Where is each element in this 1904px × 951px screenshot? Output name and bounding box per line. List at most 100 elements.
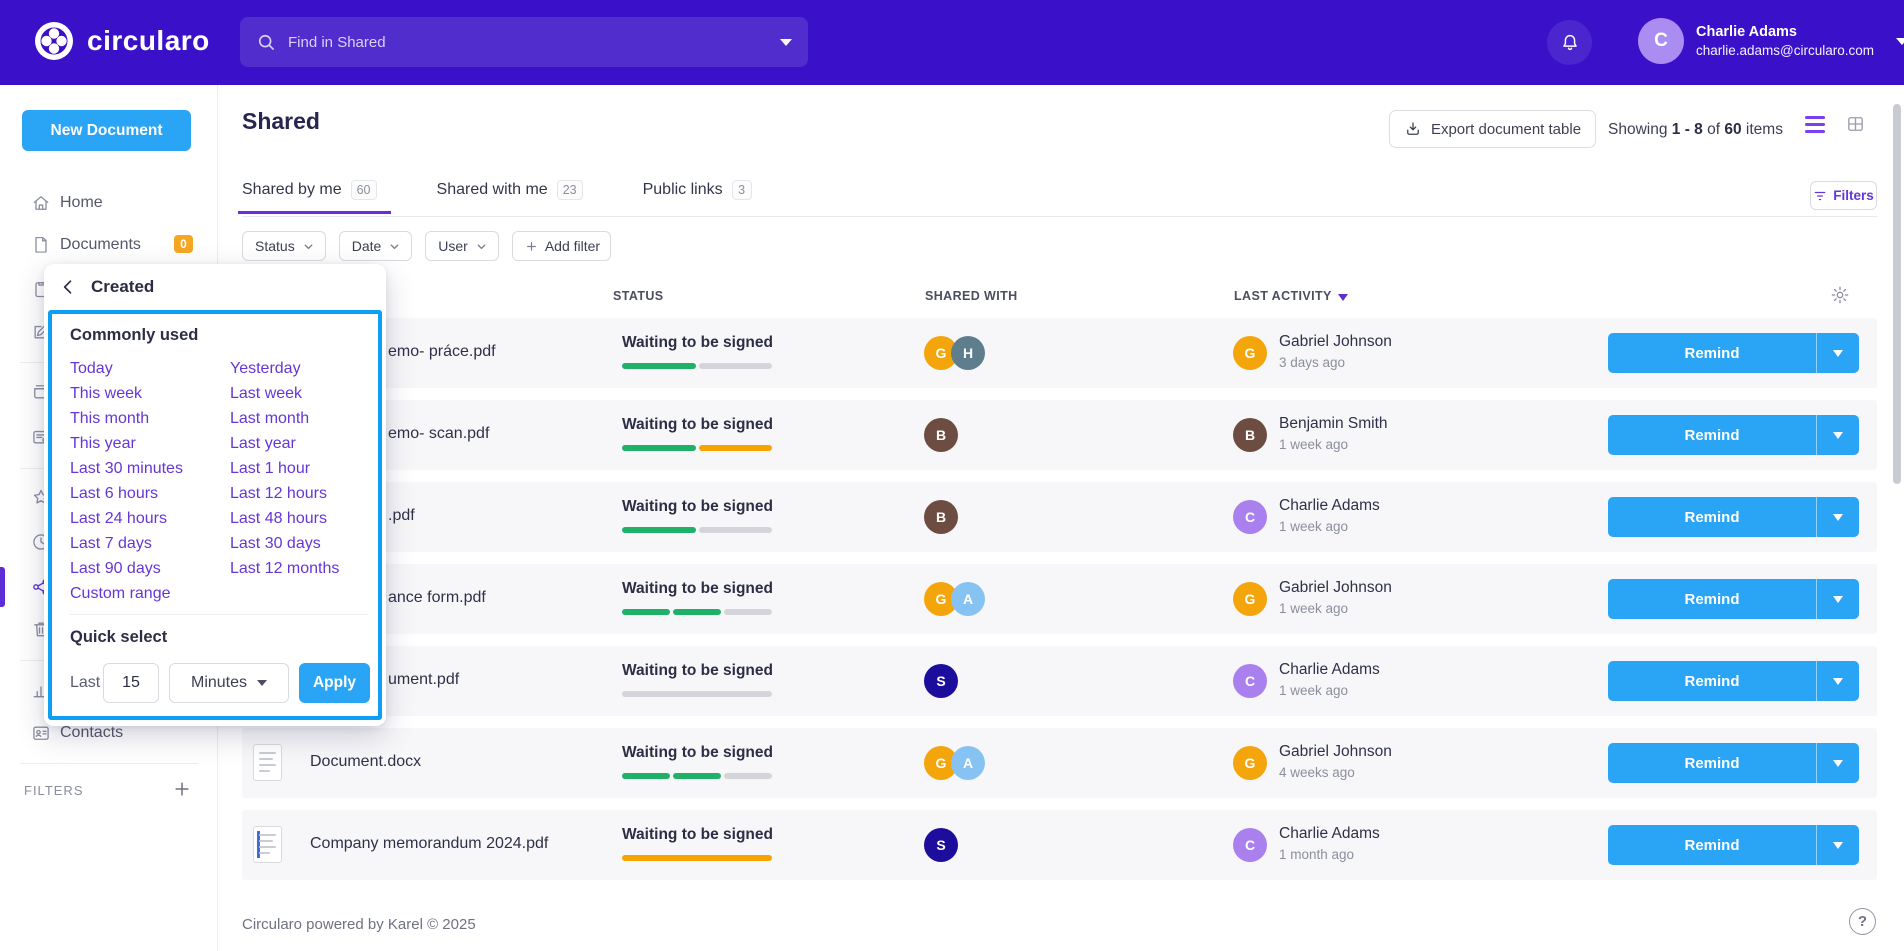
sidebar-filters-section: FILTERS: [0, 779, 218, 803]
date-preset-custom-range[interactable]: Custom range: [70, 585, 171, 602]
filter-chip-date[interactable]: Date: [338, 231, 413, 261]
date-preset-last-12-months[interactable]: Last 12 months: [230, 560, 340, 577]
remind-split-button[interactable]: Remind: [1608, 743, 1859, 783]
help-button[interactable]: ?: [1849, 908, 1876, 935]
shared-with-avatar[interactable]: B: [924, 418, 958, 452]
shared-with-avatar[interactable]: H: [951, 336, 985, 370]
remind-split-button[interactable]: Remind: [1608, 825, 1859, 865]
document-name[interactable]: ance form.pdf: [388, 589, 486, 606]
filter-chip-status[interactable]: Status: [242, 231, 326, 261]
filters-button[interactable]: Filters: [1810, 181, 1877, 210]
date-preset-last-month[interactable]: Last month: [230, 410, 310, 427]
sidebar-item-documents[interactable]: Documents 0: [0, 225, 218, 265]
date-preset-last-90-days[interactable]: Last 90 days: [70, 560, 161, 577]
back-chevron-icon[interactable]: [58, 277, 78, 297]
remind-dropdown-caret[interactable]: [1817, 825, 1859, 865]
document-name[interactable]: Company memorandum 2024.pdf: [310, 835, 549, 852]
date-preset-yesterday[interactable]: Yesterday: [230, 360, 301, 377]
table-row[interactable]: .pdf Waiting to be signed B C Charlie Adams 1…: [242, 482, 1877, 552]
add-filter-plus-icon[interactable]: [172, 779, 192, 799]
user-menu[interactable]: C Charlie Adams charlie.adams@circularo.…: [1638, 18, 1904, 64]
date-preset-last-30-days[interactable]: Last 30 days: [230, 535, 321, 552]
remind-split-button[interactable]: Remind: [1608, 497, 1859, 537]
remind-split-button[interactable]: Remind: [1608, 661, 1859, 701]
date-preset-last-1-hour[interactable]: Last 1 hour: [230, 460, 311, 477]
remind-split-button[interactable]: Remind: [1608, 333, 1859, 373]
document-name[interactable]: emo- scan.pdf: [388, 425, 490, 442]
date-preset-today[interactable]: Today: [70, 360, 113, 377]
export-document-table-button[interactable]: Export document table: [1389, 110, 1596, 148]
table-row[interactable]: Company memorandum 2024.pdf Waiting to be…: [242, 810, 1877, 880]
date-preset-last-30-minutes[interactable]: Last 30 minutes: [70, 460, 183, 477]
remind-button[interactable]: Remind: [1608, 743, 1817, 783]
shared-with-avatar[interactable]: B: [924, 500, 958, 534]
date-preset-last-48-hours[interactable]: Last 48 hours: [230, 510, 327, 527]
remind-button[interactable]: Remind: [1608, 497, 1817, 537]
document-name[interactable]: ument.pdf: [388, 671, 460, 688]
filter-chip-user[interactable]: User: [425, 231, 499, 261]
table-row[interactable]: emo- práce.pdf Waiting to be signed G H G Gab…: [242, 318, 1877, 388]
popup-divider: [70, 614, 368, 615]
shared-with-avatar[interactable]: A: [951, 746, 985, 780]
date-preset-last-6-hours[interactable]: Last 6 hours: [70, 485, 159, 502]
grid-view-toggle[interactable]: [1845, 114, 1866, 134]
remind-dropdown-caret[interactable]: [1817, 661, 1859, 701]
table-row[interactable]: emo- scan.pdf Waiting to be signed B B Benja…: [242, 400, 1877, 470]
date-preset-last-24-hours[interactable]: Last 24 hours: [70, 510, 167, 527]
remind-dropdown-caret[interactable]: [1817, 333, 1859, 373]
remind-split-button[interactable]: Remind: [1608, 579, 1859, 619]
search-bar[interactable]: [240, 17, 808, 67]
column-header-shared-with[interactable]: SHARED WITH: [925, 289, 1018, 303]
add-filter-chip[interactable]: Add filter: [511, 231, 612, 261]
table-row[interactable]: ance form.pdf Waiting to be signed G A G Gabr…: [242, 564, 1877, 634]
tab-shared-with-me[interactable]: Shared with me 23: [437, 180, 583, 214]
new-document-button[interactable]: New Document: [22, 110, 191, 151]
date-preset-last-week[interactable]: Last week: [230, 385, 303, 402]
brand-logo[interactable]: circularo: [33, 20, 210, 62]
remind-button[interactable]: Remind: [1608, 825, 1817, 865]
popup-header: Created: [44, 264, 386, 310]
caret-down-icon: [1833, 759, 1843, 767]
document-name[interactable]: .pdf: [388, 507, 415, 524]
table-settings-gear-icon[interactable]: [1830, 285, 1850, 305]
column-header-status[interactable]: STATUS: [613, 289, 664, 303]
tab-public-links[interactable]: Public links 3: [643, 180, 752, 214]
remind-dropdown-caret[interactable]: [1817, 497, 1859, 537]
table-row[interactable]: Document.docx Waiting to be signed G A G Gabr…: [242, 728, 1877, 798]
tab-label: Shared with me: [436, 181, 548, 198]
sidebar-item-home[interactable]: Home: [0, 183, 218, 223]
list-view-toggle[interactable]: [1805, 116, 1825, 133]
tab-shared-by-me[interactable]: Shared by me 60: [238, 180, 390, 214]
search-options-caret-icon[interactable]: [780, 38, 792, 46]
remind-dropdown-caret[interactable]: [1817, 743, 1859, 783]
remind-button[interactable]: Remind: [1608, 579, 1817, 619]
shared-with-avatar[interactable]: A: [951, 582, 985, 616]
caret-down-icon: [1833, 841, 1843, 849]
remind-button[interactable]: Remind: [1608, 415, 1817, 455]
remind-dropdown-caret[interactable]: [1817, 415, 1859, 455]
notifications-button[interactable]: [1547, 20, 1592, 65]
shared-with-avatar[interactable]: S: [924, 828, 958, 862]
remind-button[interactable]: Remind: [1608, 661, 1817, 701]
scrollbar-thumb[interactable]: [1893, 104, 1901, 484]
apply-button[interactable]: Apply: [299, 663, 370, 703]
document-name[interactable]: Document.docx: [310, 753, 422, 770]
date-preset-this-month[interactable]: This month: [70, 410, 150, 427]
sidebar-item-contacts[interactable]: Contacts: [0, 713, 218, 753]
document-name[interactable]: emo- práce.pdf: [388, 343, 496, 360]
table-row[interactable]: ument.pdf Waiting to be signed S C Charlie A…: [242, 646, 1877, 716]
search-input[interactable]: [288, 33, 780, 51]
activity-avatar: G: [1233, 746, 1267, 780]
date-preset-this-year[interactable]: This year: [70, 435, 136, 452]
column-header-last-activity[interactable]: LAST ACTIVITY: [1234, 289, 1348, 303]
date-preset-this-week[interactable]: This week: [70, 385, 143, 402]
quick-select-unit-dropdown[interactable]: Minutes: [169, 663, 289, 703]
quick-select-amount-input[interactable]: [103, 663, 159, 703]
remind-split-button[interactable]: Remind: [1608, 415, 1859, 455]
remind-dropdown-caret[interactable]: [1817, 579, 1859, 619]
date-preset-last-7-days[interactable]: Last 7 days: [70, 535, 152, 552]
date-preset-last-12-hours[interactable]: Last 12 hours: [230, 485, 327, 502]
shared-with-avatar[interactable]: S: [924, 664, 958, 698]
remind-button[interactable]: Remind: [1608, 333, 1817, 373]
date-preset-last-year[interactable]: Last year: [230, 435, 296, 452]
